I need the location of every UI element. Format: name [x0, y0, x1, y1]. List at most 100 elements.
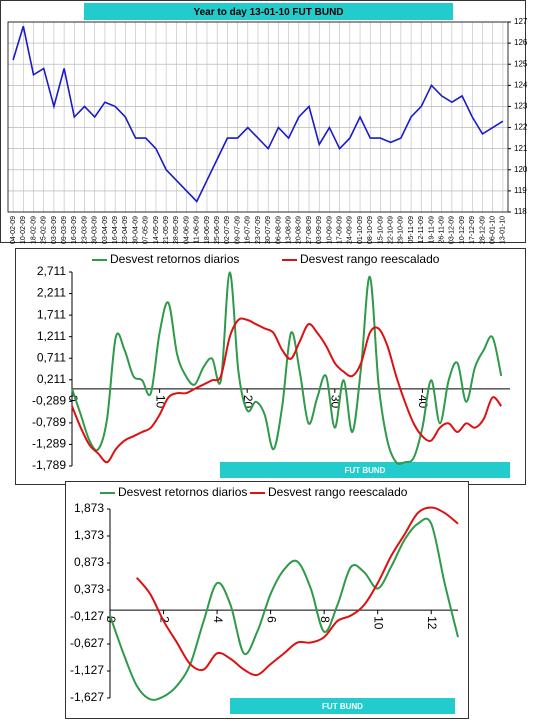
x-tick-label: 23-03-09: [81, 216, 88, 244]
x-tick-label: 07-05-09: [143, 216, 150, 244]
x-tick-label: 09-03-09: [61, 216, 68, 244]
x-tick-label: 30-04-09: [132, 216, 139, 244]
y-tick-label: -0,127: [70, 609, 104, 623]
y-tick-label: 122: [514, 123, 528, 132]
y-tick-label: 127: [514, 17, 528, 26]
y-tick-label: 2,711: [37, 264, 66, 278]
x-tick-label: 09-07-09: [234, 216, 241, 244]
legend-label: Desvest rango reescalado: [268, 485, 408, 499]
y-tick-label: 123: [514, 102, 528, 111]
x-tick-label: 01-10-09: [357, 216, 364, 244]
y-tick-label: 0,873: [74, 555, 104, 569]
x-tick-label: 4: [211, 616, 225, 623]
y-tick-label: 126: [514, 38, 528, 47]
x-tick-label: 14-05-09: [153, 216, 160, 244]
x-tick-label: 05-11-09: [408, 216, 415, 244]
y-tick-label: 1,711: [37, 307, 66, 321]
x-tick-label: 20-08-09: [296, 216, 303, 244]
x-tick-label: 10-09-09: [326, 216, 333, 244]
title-bar: [230, 698, 455, 714]
data-line: [109, 517, 459, 701]
chart-title: Year to day 13-01-10 FUT BUND: [193, 7, 343, 18]
x-tick-label: 24-09-09: [347, 216, 354, 244]
x-tick-label: 10: [372, 616, 386, 630]
y-tick-label: 125: [514, 59, 528, 68]
x-tick-label: 16-03-09: [71, 216, 78, 244]
x-tick-label: 02-07-09: [224, 216, 231, 244]
x-tick-label: 27-08-09: [306, 216, 313, 244]
x-tick-label: 30-03-09: [92, 216, 99, 244]
x-tick-label: 04-02-09: [10, 216, 17, 244]
x-tick-label: 21-05-09: [163, 216, 170, 244]
y-tick-label: -0,627: [70, 636, 104, 650]
x-tick-label: 6: [264, 616, 278, 623]
x-tick-label: 29-10-09: [398, 216, 405, 244]
y-tick-label: 119: [514, 186, 527, 195]
y-tick-label: -1,789: [32, 458, 66, 472]
x-tick-label: 8: [318, 616, 332, 623]
x-tick-label: 2: [157, 616, 171, 623]
x-tick-label: 12: [425, 616, 439, 630]
x-tick-label: 13-08-09: [285, 216, 292, 244]
y-tick-label: 0,211: [37, 372, 66, 386]
y-tick-label: 120: [514, 165, 528, 174]
x-tick-label: 28-12-09: [479, 216, 486, 244]
x-tick-label: 19-11-09: [428, 216, 435, 244]
title-bar: [220, 462, 510, 478]
x-tick-label: 06-08-09: [275, 216, 282, 244]
y-tick-label: 1,873: [74, 501, 104, 515]
y-tick-label: 2,211: [37, 286, 66, 300]
x-tick-label: 08-10-09: [367, 216, 374, 244]
x-tick-label: 22-10-09: [387, 216, 394, 244]
y-tick-label: 124: [514, 80, 528, 89]
x-tick-label: 16-07-09: [245, 216, 252, 244]
chart-frame: [0, 0, 526, 243]
y-tick-label: 0,711: [37, 350, 66, 364]
annotation: FUT BUND: [322, 702, 363, 711]
x-tick-label: 18-02-09: [30, 216, 37, 244]
legend-label: Desvest retornos diarios: [110, 252, 239, 266]
y-tick-label: -0,289: [32, 394, 66, 408]
x-tick-label: 25-02-09: [41, 216, 48, 244]
chart-frame: [65, 481, 469, 719]
x-tick-label: 03-12-09: [449, 216, 456, 244]
x-tick-label: 30-07-09: [265, 216, 272, 244]
y-tick-label: -1,627: [70, 690, 104, 704]
y-tick-label: 121: [514, 144, 528, 153]
y-tick-label: 1,211: [37, 329, 66, 343]
x-tick-label: 04-06-09: [183, 216, 190, 244]
plot-area: [7, 21, 509, 213]
y-tick-label: 0,373: [74, 582, 104, 596]
data-line: [135, 506, 459, 677]
y-tick-label: -1,289: [32, 437, 66, 451]
x-tick-label: 03-03-09: [51, 216, 58, 244]
x-tick-label: 12-11-09: [418, 216, 425, 244]
legend-label: Desvest rango reescalado: [300, 252, 440, 266]
x-tick-label: 23-04-09: [122, 216, 129, 244]
data-line: [71, 271, 503, 465]
y-tick-label: -1,127: [70, 663, 104, 677]
y-tick-label: 1,373: [74, 528, 104, 542]
y-tick-label: -0,789: [32, 415, 66, 429]
x-tick-label: 17-09-09: [336, 216, 343, 244]
x-tick-label: 13-01-10: [500, 216, 507, 244]
x-tick-label: 15-10-09: [377, 216, 384, 244]
title-bar: [84, 3, 453, 20]
x-tick-label: 17-12-09: [469, 216, 476, 244]
x-tick-label: 23-07-09: [255, 216, 262, 244]
x-tick-label: 0: [66, 395, 80, 402]
annotation: FUT BUND: [345, 466, 386, 475]
x-tick-label: 03-04-09: [102, 216, 109, 244]
x-tick-label: 03-09-09: [316, 216, 323, 244]
legend-label: Desvest retornos diarios: [118, 485, 247, 499]
x-tick-label: 11-06-09: [194, 216, 201, 244]
x-tick-label: 10-02-09: [20, 216, 27, 244]
x-tick-label: 26-11-09: [439, 216, 446, 244]
x-tick-label: 25-06-09: [214, 216, 221, 244]
y-tick-label: 118: [514, 207, 527, 216]
x-tick-label: 18-06-09: [204, 216, 211, 244]
x-tick-label: 06-01-10: [490, 216, 497, 244]
x-tick-label: 10-12-09: [459, 216, 466, 244]
